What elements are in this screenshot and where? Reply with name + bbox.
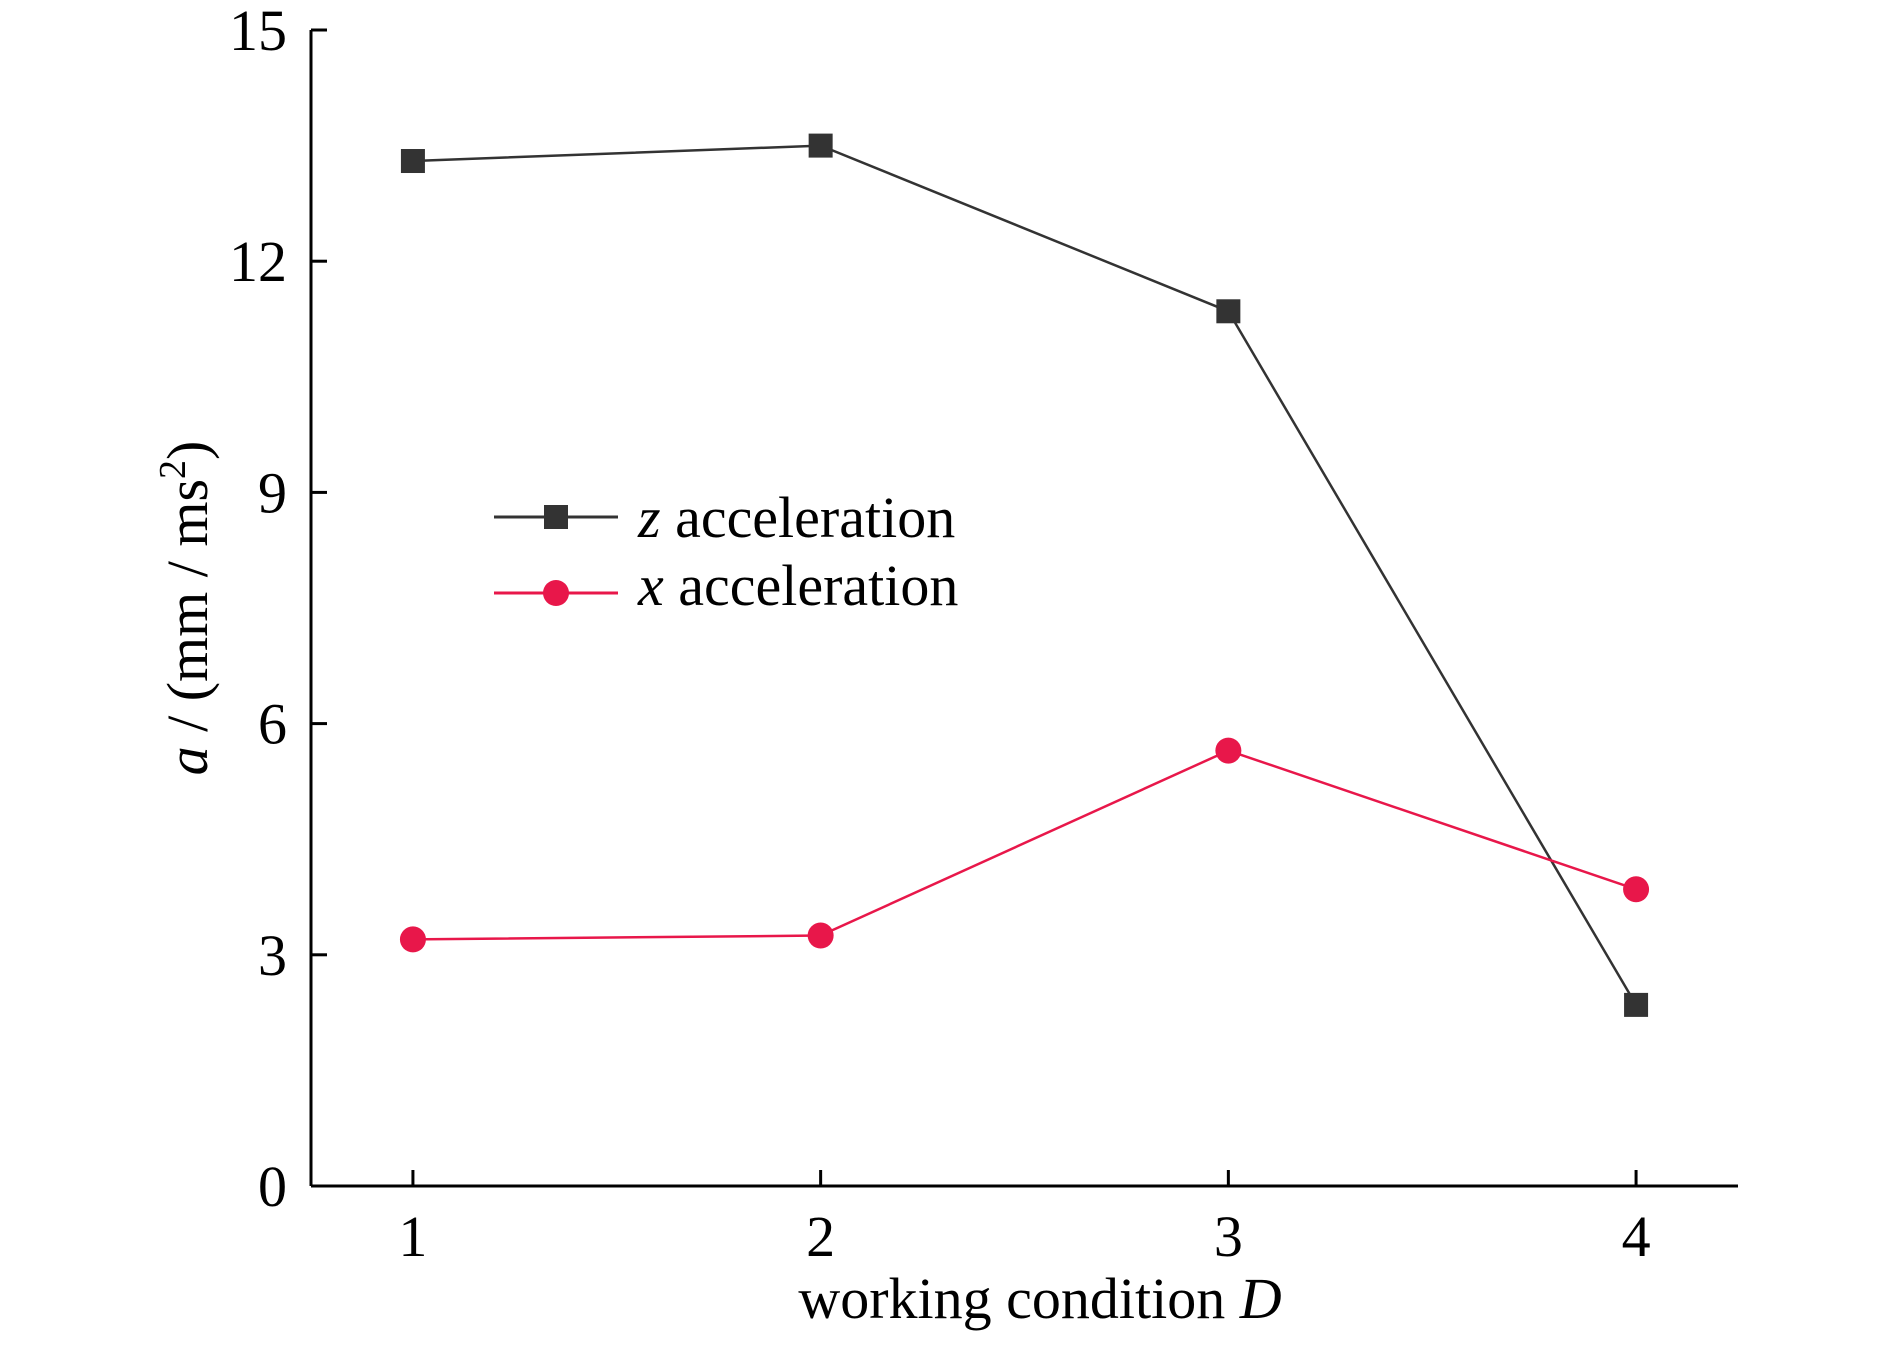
legend-var-z: z — [637, 485, 661, 550]
legend-item-z: z acceleration — [494, 485, 955, 550]
y-tick-label: 15 — [229, 0, 287, 63]
series-line — [412, 144, 1638, 1006]
data-point — [807, 922, 834, 949]
legend-marker-square — [544, 505, 568, 529]
x-axis-var: D — [1239, 1266, 1282, 1331]
data-point — [400, 149, 425, 174]
x-axis-title: working condition D — [798, 1266, 1281, 1331]
axes — [309, 30, 1738, 1188]
y-tick-label: 12 — [229, 229, 287, 294]
y-axis-unit-sup: 2 — [152, 460, 194, 479]
legend-text-x: acceleration — [678, 553, 958, 618]
series-x — [399, 737, 1650, 953]
legend-item-x: x acceleration — [494, 553, 958, 618]
x-ticks: 1 2 3 4 — [398, 1170, 1651, 1269]
y-axis-unit: (mm / ms — [155, 479, 220, 701]
y-tick-label: 3 — [258, 923, 287, 988]
series-line — [412, 749, 1637, 941]
y-axis-var: a — [155, 746, 220, 775]
legend-label-x: x acceleration — [637, 553, 958, 618]
y-tick-label: 0 — [258, 1154, 287, 1219]
y-tick-label: 6 — [258, 692, 287, 757]
legend: z acceleration x acceleration — [494, 485, 958, 618]
legend-marker-circle — [543, 580, 569, 606]
legend-var-x: x — [637, 553, 664, 618]
x-tick-label: 3 — [1214, 1204, 1243, 1269]
y-axis-unit-close: ) — [155, 441, 220, 460]
series-z — [400, 133, 1649, 1017]
legend-label-z: z acceleration — [637, 485, 955, 550]
y-ticks: 0 3 6 9 12 15 — [229, 0, 327, 1219]
x-tick-label: 1 — [398, 1204, 427, 1269]
data-point — [399, 926, 426, 953]
x-axis-label: working condition — [798, 1266, 1225, 1331]
y-tick-label: 9 — [258, 460, 287, 525]
data-point — [1215, 737, 1242, 764]
y-axis-title: a / (mm / ms2) — [152, 441, 220, 776]
x-tick-label: 2 — [806, 1204, 835, 1269]
x-tick-label: 4 — [1622, 1204, 1651, 1269]
data-point — [1623, 876, 1650, 903]
data-point — [808, 133, 833, 158]
data-point — [1624, 992, 1649, 1017]
data-point — [1216, 299, 1241, 324]
series-layer — [399, 133, 1650, 1017]
legend-text-z: acceleration — [675, 485, 955, 550]
